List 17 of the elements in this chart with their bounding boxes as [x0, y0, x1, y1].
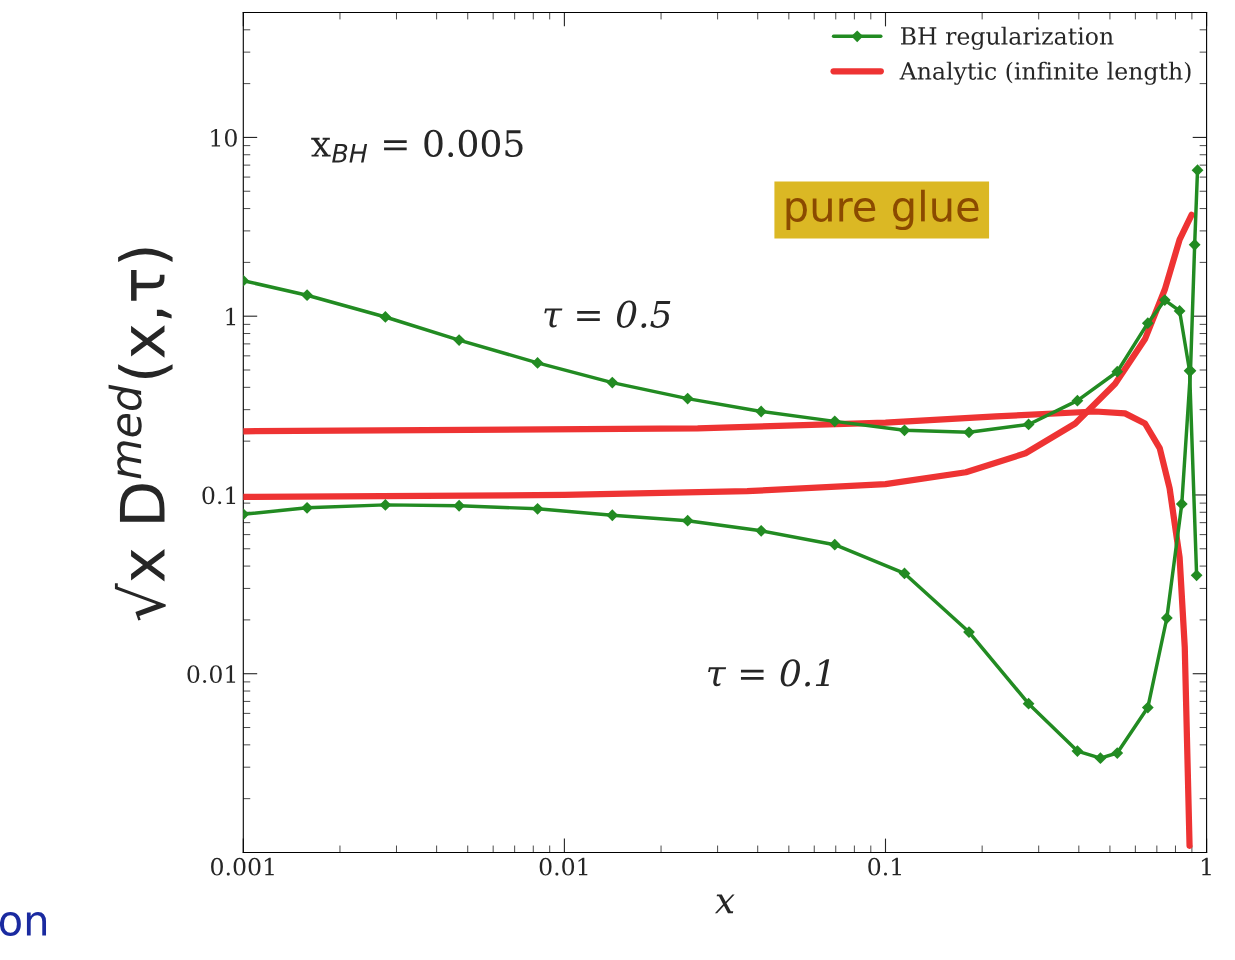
annotation: x$_{BH}$ = 0.005: [311, 129, 523, 163]
x-tick-label: 0.01: [539, 857, 588, 876]
annotation: τ = 0.5: [544, 300, 671, 328]
x-axis-title: x: [714, 894, 735, 914]
text: on: [0, 912, 47, 936]
y-tick-label: 0.1: [202, 486, 236, 505]
annotation: pure glue: [786, 189, 979, 231]
x-tick-label: 1: [1201, 857, 1211, 876]
y-tick-label: 0.01: [187, 665, 236, 684]
y-tick-label: 10: [211, 128, 237, 147]
y-axis-title: √x D$^{med}$(x,τ): [108, 248, 173, 621]
x-tick-label: 0.1: [868, 857, 901, 876]
legend-label: Analytic (infinite length): [899, 61, 1191, 85]
legend-label: BH regularization: [900, 26, 1114, 50]
x-tick-label: 0.001: [211, 857, 274, 876]
annotation: τ = 0.1: [708, 659, 830, 687]
y-tick-label: 1: [226, 307, 236, 326]
